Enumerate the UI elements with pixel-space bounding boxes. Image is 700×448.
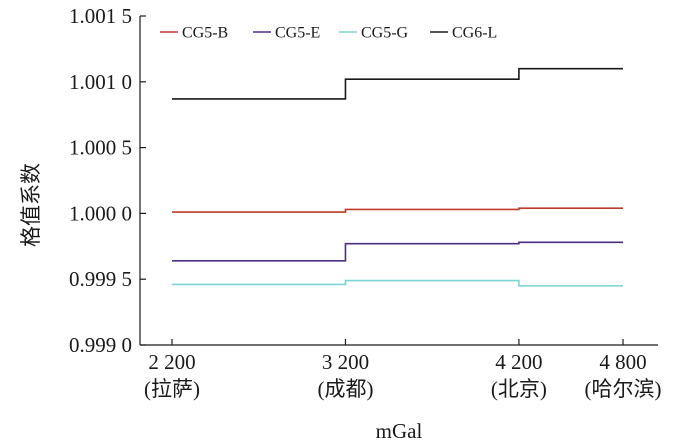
legend-label-cg5-b: CG5-B	[182, 25, 228, 42]
x-tick-label: 4 800	[599, 350, 646, 374]
legend-label-cg5-g: CG5-G	[361, 25, 409, 42]
x-tick-sublabel: (哈尔滨)	[585, 377, 662, 401]
y-axis-title: 格值系数	[19, 163, 43, 247]
x-tick-label: 2 200	[148, 350, 195, 374]
legend-label-cg5-e: CG5-E	[275, 25, 320, 42]
series-line-cg5-b	[172, 207, 623, 213]
legend-label-cg6-l: CG6-L	[452, 25, 497, 42]
labels-layer: mGal 格值系数	[19, 163, 422, 443]
x-tick-label: 3 200	[322, 350, 369, 374]
x-tick-sublabel: (拉萨)	[144, 377, 200, 401]
y-tick-label: 1.000 0	[69, 201, 132, 225]
x-tick-sublabel: (北京)	[491, 377, 547, 401]
x-axis-title: mGal	[376, 419, 423, 443]
series-line-cg5-g	[172, 279, 623, 287]
y-tick-label: 0.999 0	[69, 333, 132, 357]
x-tick-label: 4 200	[495, 350, 542, 374]
series-line-cg5-e	[172, 241, 623, 262]
series-layer	[172, 67, 623, 287]
series-line-cg6-l	[172, 67, 623, 100]
legend-layer: CG5-B CG5-E CG5-G CG6-L	[160, 25, 497, 42]
x-tick-sublabel: (成都)	[317, 377, 373, 401]
axes-layer: 0.999 0 0.999 5 1.000 0 1.000 5 1.001 0 1.001…	[69, 4, 662, 401]
y-tick-label: 0.999 5	[69, 267, 132, 291]
y-tick-label: 1.001 0	[69, 70, 132, 94]
y-tick-label: 1.000 5	[69, 136, 132, 160]
y-tick-label: 1.001 5	[69, 4, 132, 28]
